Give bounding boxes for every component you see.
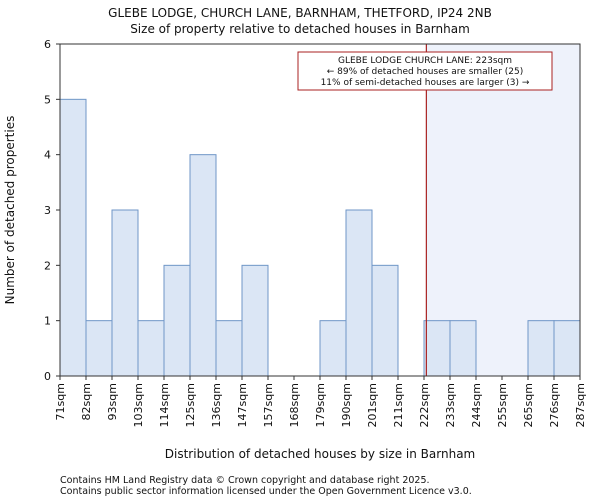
chart-subtitle: Size of property relative to detached ho… bbox=[130, 22, 470, 36]
footer-line-1: Contains HM Land Registry data © Crown c… bbox=[60, 475, 430, 486]
x-tick-label: 179sqm bbox=[314, 383, 327, 427]
annotation-line: GLEBE LODGE CHURCH LANE: 223sqm bbox=[338, 56, 512, 66]
y-axis-label: Number of detached properties bbox=[3, 116, 17, 305]
x-tick-label: 114sqm bbox=[158, 383, 171, 427]
x-tick-label: 201sqm bbox=[366, 383, 379, 427]
x-tick-label: 125sqm bbox=[184, 383, 197, 427]
annotation-frame bbox=[297, 51, 553, 91]
x-tick-label: 157sqm bbox=[262, 383, 275, 427]
x-tick-label: 265sqm bbox=[522, 383, 535, 427]
x-tick-label: 103sqm bbox=[132, 383, 145, 427]
bar-103sqm bbox=[137, 320, 165, 377]
bar-114sqm bbox=[163, 264, 191, 377]
y-tick-label: 1 bbox=[44, 315, 51, 328]
bars bbox=[59, 98, 581, 377]
x-axis-label: Distribution of detached houses by size … bbox=[165, 447, 475, 461]
x-tick-label: 255sqm bbox=[496, 383, 509, 427]
annotation-line: 11% of semi-detached houses are larger (… bbox=[321, 78, 530, 88]
annotation-line: ← 89% of detached houses are smaller (25… bbox=[327, 67, 524, 77]
x-tick-label: 211sqm bbox=[392, 383, 405, 427]
bar-276sqm bbox=[553, 320, 581, 377]
bar-179sqm bbox=[319, 320, 347, 377]
bar-71sqm bbox=[59, 98, 87, 377]
x-tick-label: 168sqm bbox=[288, 383, 301, 427]
x-tick-label: 82sqm bbox=[80, 383, 93, 420]
y-tick-label: 4 bbox=[44, 149, 51, 162]
y-tick-label: 2 bbox=[44, 259, 51, 272]
bar-93sqm bbox=[111, 209, 139, 377]
x-tick-label: 190sqm bbox=[340, 383, 353, 427]
footer-line-2: Contains public sector information licen… bbox=[60, 486, 472, 497]
bar-147sqm bbox=[241, 264, 269, 377]
bar-136sqm bbox=[215, 320, 243, 377]
bar-190sqm bbox=[345, 209, 373, 377]
y-tick-label: 6 bbox=[44, 38, 51, 51]
x-tick-label: 93sqm bbox=[106, 383, 119, 420]
x-tick-label: 233sqm bbox=[444, 383, 457, 427]
x-tick-label: 136sqm bbox=[210, 383, 223, 427]
x-tick-label: 147sqm bbox=[236, 383, 249, 427]
bar-265sqm bbox=[527, 320, 555, 377]
bar-201sqm bbox=[371, 264, 399, 377]
x-tick-label: 71sqm bbox=[54, 383, 67, 420]
bar-82sqm bbox=[85, 320, 113, 377]
bar-233sqm bbox=[449, 320, 477, 377]
x-tick-label: 222sqm bbox=[418, 383, 431, 427]
annotation-box: GLEBE LODGE CHURCH LANE: 223sqm← 89% of … bbox=[297, 51, 553, 91]
x-tick-label: 287sqm bbox=[574, 383, 587, 427]
y-tick-label: 0 bbox=[44, 370, 51, 383]
y-tick-label: 5 bbox=[44, 93, 51, 106]
bar-222sqm bbox=[423, 320, 451, 377]
x-tick-label: 276sqm bbox=[548, 383, 561, 427]
axes: 0 1 2 3 4 5 6 71sqm 82sqm 93sqm 103sqm 114sqm 125sqm… bbox=[44, 38, 587, 427]
bar-125sqm bbox=[189, 154, 217, 377]
plot-area: 0 1 2 3 4 5 6 71sqm 82sqm 93sqm 103sqm 114sqm 125sqm… bbox=[44, 38, 587, 427]
chart-title: GLEBE LODGE, CHURCH LANE, BARNHAM, THETF… bbox=[108, 6, 492, 20]
x-tick-label: 244sqm bbox=[470, 383, 483, 427]
y-tick-label: 3 bbox=[44, 204, 51, 217]
